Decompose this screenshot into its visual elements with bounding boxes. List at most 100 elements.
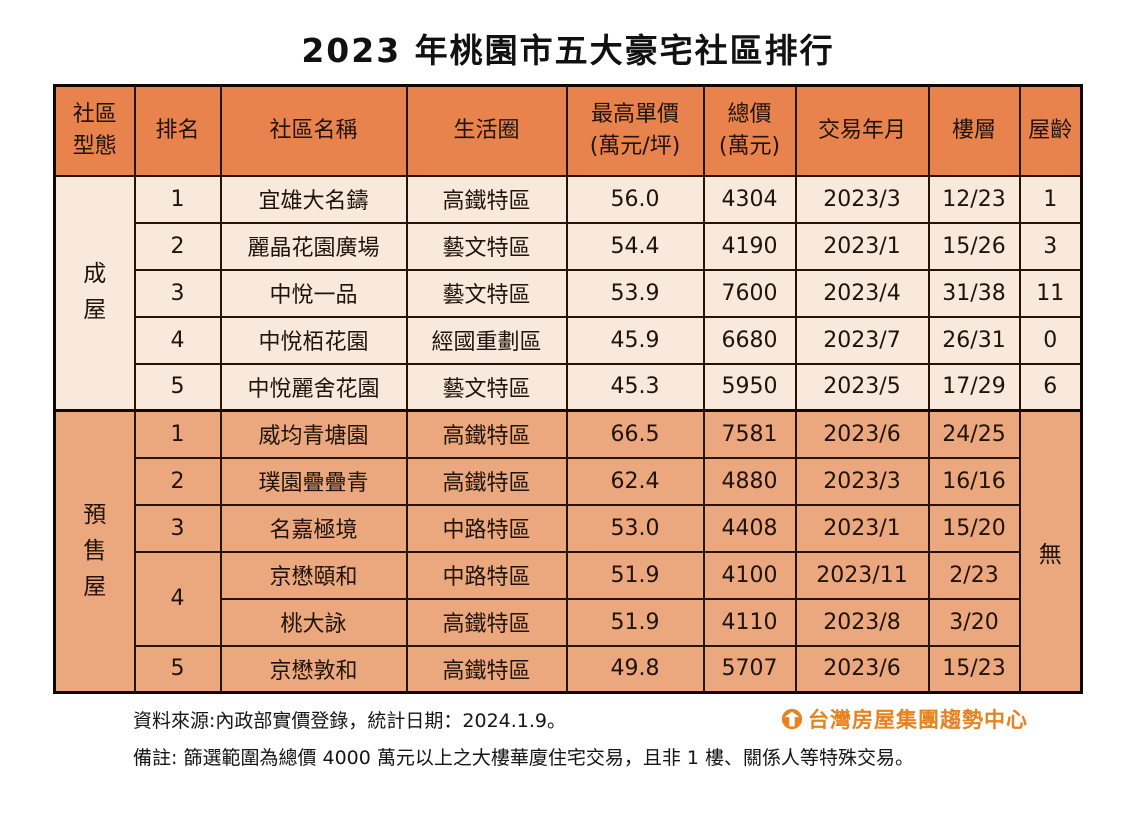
footer: 資料來源:內政部實價登錄，統計日期：2024.1.9。 台灣房屋集團趨勢中心 備… bbox=[133, 704, 1083, 770]
unit-price-cell: 56.0 bbox=[565, 174, 705, 224]
header-line: (萬元/坪) bbox=[589, 133, 681, 159]
transaction-date-cell: 2023/1 bbox=[794, 221, 930, 271]
col-header-unit-price: 最高單價 (萬元/坪) bbox=[565, 84, 705, 177]
rank-cell: 3 bbox=[133, 268, 222, 318]
unit-price-cell: 51.9 bbox=[565, 550, 705, 600]
col-header-community-name: 社區名稱 bbox=[219, 84, 408, 177]
transaction-date-cell: 2023/7 bbox=[794, 315, 930, 365]
community-name-cell: 京懋敦和 bbox=[219, 644, 408, 694]
page-title: 2023 年桃園市五大豪宅社區排行 bbox=[301, 31, 835, 70]
col-header-age: 屋齡 bbox=[1018, 84, 1083, 177]
transaction-date-cell: 2023/6 bbox=[794, 644, 930, 694]
unit-price-cell: 49.8 bbox=[565, 644, 705, 694]
brand-logo-text: 台灣房屋集團趨勢中心 bbox=[808, 708, 1028, 732]
rank-cell: 2 bbox=[133, 221, 222, 271]
rank-cell: 5 bbox=[133, 362, 222, 412]
age-cell: 3 bbox=[1018, 221, 1083, 271]
community-name-cell: 中悅栢花園 bbox=[219, 315, 408, 365]
transaction-date-cell: 2023/4 bbox=[794, 268, 930, 318]
taiwan-housing-logo-icon bbox=[781, 708, 803, 730]
section-type-char: 成 bbox=[83, 261, 107, 288]
unit-price-cell: 66.5 bbox=[565, 409, 705, 459]
table-row: 2 麗晶花園廣場 藝文特區 54.4 4190 2023/1 15/26 3 bbox=[55, 221, 1083, 271]
rank-cell: 4 bbox=[133, 550, 222, 647]
filter-note: 備註: 篩選範圍為總價 4000 萬元以上之大樓華廈住宅交易，且非 1 樓、關係… bbox=[133, 747, 915, 769]
floor-cell: 15/20 bbox=[927, 503, 1021, 553]
community-name-cell: 璞園疊疊青 bbox=[219, 456, 408, 506]
transaction-date-cell: 2023/6 bbox=[794, 409, 930, 459]
total-price-cell: 4408 bbox=[702, 503, 797, 553]
header-line: 社區 bbox=[72, 101, 117, 127]
district-cell: 高鐵特區 bbox=[405, 409, 568, 459]
col-header-total-price: 總價 (萬元) bbox=[702, 84, 797, 177]
floor-cell: 12/23 bbox=[927, 174, 1021, 224]
total-price-cell: 4190 bbox=[702, 221, 797, 271]
source-note: 資料來源:內政部實價登錄，統計日期：2024.1.9。 bbox=[133, 709, 567, 732]
footer-source-row: 資料來源:內政部實價登錄，統計日期：2024.1.9。 台灣房屋集團趨勢中心 bbox=[133, 704, 1083, 734]
community-name-cell: 威均青塘園 bbox=[219, 409, 408, 459]
section-type-cell: 成屋 bbox=[53, 174, 136, 412]
district-cell: 高鐵特區 bbox=[405, 644, 568, 694]
total-price-cell: 4880 bbox=[702, 456, 797, 506]
community-name-cell: 桃大詠 bbox=[219, 597, 408, 647]
transaction-date-cell: 2023/5 bbox=[794, 362, 930, 412]
header-row: 社區 型態 排名 社區名稱 生活圈 最高單價 (萬元/坪) 總價 (萬元) 交易… bbox=[53, 84, 1083, 177]
table-row: 4 京懋頤和 中路特區 51.9 4100 2023/11 2/23 bbox=[55, 550, 1082, 647]
transaction-date-cell: 2023/1 bbox=[794, 503, 930, 553]
header-line: 總價 bbox=[727, 101, 772, 127]
unit-price-cell: 45.3 bbox=[565, 362, 705, 412]
total-price-cell: 4110 bbox=[702, 597, 797, 647]
table-row: 成屋 1 宜雄大名鑄 高鐵特區 56.0 4304 2023/3 12/23 1 bbox=[53, 174, 1083, 412]
district-cell: 經國重劃區 bbox=[405, 315, 568, 365]
district-cell: 中路特區 bbox=[405, 550, 568, 600]
table-row: 5 京懋敦和 高鐵特區 49.8 5707 2023/6 15/23 bbox=[55, 644, 1082, 694]
header-line: (萬元) bbox=[718, 133, 781, 159]
transaction-date-cell: 2023/11 bbox=[794, 550, 930, 600]
section-type-char: 預 bbox=[83, 502, 107, 528]
floor-cell: 26/31 bbox=[927, 315, 1021, 365]
section-type-char: 屋 bbox=[83, 574, 107, 600]
floor-cell: 15/26 bbox=[927, 221, 1021, 271]
transaction-date-cell: 2023/8 bbox=[794, 597, 930, 647]
table-row: 預售屋 1 威均青塘園 高鐵特區 66.5 7581 2023/6 24/25 無 bbox=[53, 409, 1083, 694]
col-header-transaction-date: 交易年月 bbox=[794, 84, 930, 177]
brand-logo: 台灣房屋集團趨勢中心 bbox=[781, 704, 1028, 734]
transaction-date-cell: 2023/3 bbox=[794, 456, 930, 506]
transaction-date-cell: 2023/3 bbox=[794, 174, 930, 224]
unit-price-cell: 54.4 bbox=[565, 221, 705, 271]
unit-price-cell: 53.0 bbox=[565, 503, 705, 553]
header-line: 型態 bbox=[72, 133, 117, 159]
unit-price-cell: 53.9 bbox=[565, 268, 705, 318]
luxury-ranking-table: 社區 型態 排名 社區名稱 生活圈 最高單價 (萬元/坪) 總價 (萬元) 交易… bbox=[53, 84, 1083, 694]
floor-cell: 16/16 bbox=[927, 456, 1021, 506]
unit-price-cell: 62.4 bbox=[565, 456, 705, 506]
floor-cell: 15/23 bbox=[927, 644, 1021, 694]
age-cell: 6 bbox=[1018, 362, 1083, 412]
district-cell: 藝文特區 bbox=[405, 268, 568, 318]
community-name-cell: 宜雄大名鑄 bbox=[219, 174, 408, 224]
age-cell: 0 bbox=[1018, 315, 1083, 365]
district-cell: 高鐵特區 bbox=[405, 597, 568, 647]
col-header-rank: 排名 bbox=[133, 84, 222, 177]
col-header-community-type: 社區 型態 bbox=[53, 84, 136, 177]
district-cell: 中路特區 bbox=[405, 503, 568, 553]
age-cell: 1 bbox=[1018, 174, 1083, 224]
section-type-char: 屋 bbox=[83, 297, 107, 324]
header-line: 最高單價 bbox=[590, 101, 679, 127]
section-type-char: 售 bbox=[83, 538, 107, 564]
unit-price-cell: 45.9 bbox=[565, 315, 705, 365]
col-header-district: 生活圈 bbox=[405, 84, 568, 177]
rank-cell: 1 bbox=[133, 174, 222, 224]
district-cell: 高鐵特區 bbox=[405, 456, 568, 506]
total-price-cell: 6680 bbox=[702, 315, 797, 365]
floor-cell: 31/38 bbox=[927, 268, 1021, 318]
community-name-cell: 中悅一品 bbox=[219, 268, 408, 318]
total-price-cell: 7581 bbox=[702, 409, 797, 459]
age-cell: 11 bbox=[1018, 268, 1083, 318]
table-row: 桃大詠 高鐵特區 51.9 4110 2023/8 3/20 bbox=[55, 597, 1082, 647]
total-price-cell: 7600 bbox=[702, 268, 797, 318]
rank-cell: 3 bbox=[133, 503, 222, 553]
table-row: 3 中悅一品 藝文特區 53.9 7600 2023/4 31/38 11 bbox=[55, 268, 1083, 318]
district-cell: 藝文特區 bbox=[405, 221, 568, 271]
